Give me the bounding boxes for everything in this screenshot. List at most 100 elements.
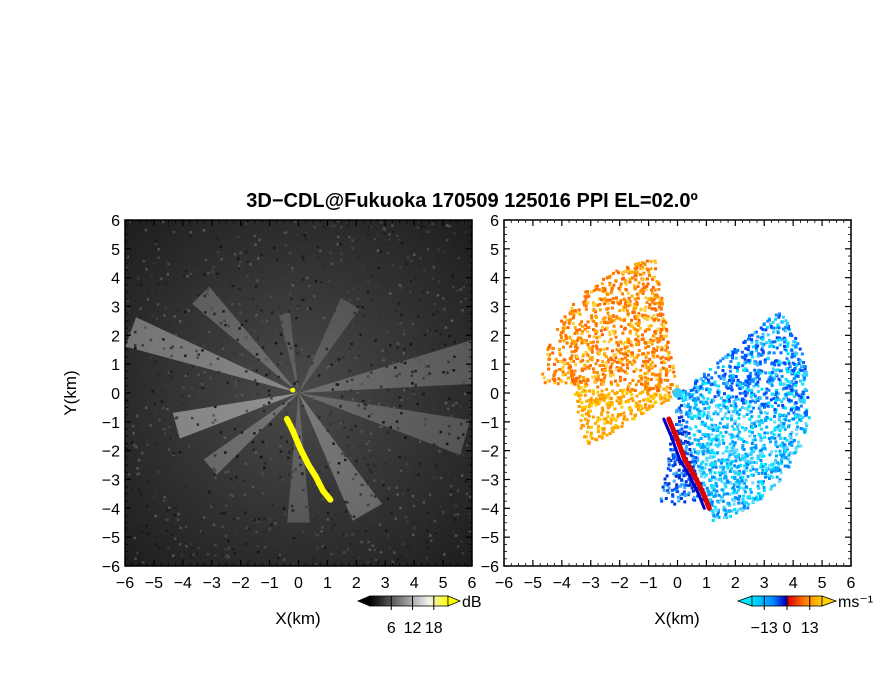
velocity-cell bbox=[666, 350, 670, 354]
velocity-cell bbox=[677, 499, 681, 503]
reflectivity-y-tick-label: −4 bbox=[102, 501, 120, 518]
reflectivity-noise-cell bbox=[439, 430, 442, 434]
velocity-cell bbox=[644, 305, 647, 309]
reflectivity-noise-cell bbox=[344, 359, 348, 363]
reflectivity-noise-cell bbox=[253, 379, 257, 382]
velocity-cell bbox=[724, 476, 728, 480]
velocity-cell bbox=[687, 477, 691, 481]
velocity-cell bbox=[782, 424, 785, 428]
reflectivity-noise-cell bbox=[362, 483, 365, 486]
reflectivity-noise-cell bbox=[219, 245, 222, 248]
velocity-cell bbox=[659, 312, 662, 316]
reflectivity-noise-cell bbox=[132, 432, 135, 435]
velocity-cell bbox=[610, 306, 614, 310]
reflectivity-noise-cell bbox=[432, 476, 436, 480]
reflectivity-noise-cell bbox=[431, 348, 435, 352]
reflectivity-noise-cell bbox=[403, 362, 407, 365]
velocity-cell bbox=[691, 465, 695, 469]
velocity-cell bbox=[793, 346, 797, 350]
velocity-cell bbox=[736, 456, 739, 459]
velocity-cell bbox=[773, 483, 776, 487]
velocity-cell bbox=[681, 483, 685, 487]
reflectivity-noise-cell bbox=[301, 472, 304, 475]
reflectivity-x-tick-label: 1 bbox=[323, 575, 332, 592]
reflectivity-noise-cell bbox=[411, 382, 414, 385]
velocity-cell bbox=[786, 370, 790, 374]
velocity-cell bbox=[795, 364, 799, 367]
velocity-cell bbox=[640, 376, 643, 380]
velocity-cell bbox=[790, 355, 794, 359]
reflectivity-colorbar-tick-label: 6 bbox=[387, 620, 396, 637]
reflectivity-noise-cell bbox=[263, 409, 266, 413]
velocity-cell bbox=[731, 350, 735, 354]
velocity-cell bbox=[612, 373, 615, 377]
reflectivity-noise-cell bbox=[156, 282, 160, 286]
reflectivity-noise-cell bbox=[265, 319, 269, 323]
velocity-cell bbox=[587, 355, 591, 359]
velocity-cell bbox=[659, 331, 662, 335]
velocity-cell bbox=[661, 366, 665, 370]
reflectivity-noise-cell bbox=[262, 404, 266, 407]
reflectivity-noise-cell bbox=[400, 242, 404, 245]
velocity-cell bbox=[709, 442, 713, 446]
velocity-cell bbox=[634, 322, 638, 326]
velocity-cell bbox=[551, 351, 555, 355]
velocity-cell bbox=[753, 362, 757, 365]
velocity-cell bbox=[755, 397, 759, 401]
velocity-cell bbox=[650, 298, 654, 302]
velocity-cell bbox=[799, 400, 803, 404]
velocity-cell bbox=[594, 403, 598, 407]
velocity-cell bbox=[803, 387, 807, 391]
velocity-cell bbox=[741, 475, 745, 479]
reflectivity-noise-cell bbox=[277, 402, 281, 405]
velocity-cell bbox=[592, 319, 596, 323]
velocity-cell bbox=[617, 402, 621, 405]
velocity-x-tick-label: 1 bbox=[702, 575, 711, 592]
velocity-cell bbox=[656, 354, 660, 358]
velocity-cell bbox=[770, 470, 774, 474]
reflectivity-noise-cell bbox=[451, 319, 454, 322]
velocity-cell bbox=[774, 373, 778, 376]
reflectivity-noise-cell bbox=[424, 418, 427, 421]
velocity-cell bbox=[574, 376, 578, 380]
velocity-cell bbox=[698, 465, 702, 469]
velocity-cell bbox=[647, 404, 651, 408]
velocity-cell bbox=[746, 502, 750, 506]
velocity-cell bbox=[707, 445, 711, 449]
reflectivity-noise-cell bbox=[393, 551, 396, 554]
reflectivity-noise-cell bbox=[315, 483, 318, 487]
reflectivity-noise-cell bbox=[376, 234, 379, 237]
reflectivity-noise-cell bbox=[395, 486, 399, 489]
velocity-cell bbox=[595, 284, 599, 288]
velocity-cell bbox=[617, 271, 620, 275]
reflectivity-noise-cell bbox=[285, 440, 288, 443]
velocity-cell bbox=[689, 451, 693, 454]
velocity-cell bbox=[741, 454, 745, 458]
velocity-cell bbox=[601, 333, 604, 337]
velocity-cell bbox=[801, 395, 805, 399]
reflectivity-noise-cell bbox=[243, 493, 247, 496]
velocity-cell bbox=[707, 391, 711, 394]
reflectivity-noise-cell bbox=[127, 483, 130, 486]
velocity-cell bbox=[602, 277, 606, 281]
reflectivity-noise-cell bbox=[450, 484, 453, 488]
velocity-cell bbox=[790, 348, 794, 352]
velocity-cell bbox=[802, 361, 806, 364]
velocity-colorbar-tick-label: −13 bbox=[751, 620, 778, 637]
reflectivity-noise-cell bbox=[296, 352, 299, 355]
velocity-cell bbox=[632, 284, 636, 288]
velocity-cell bbox=[601, 286, 605, 290]
velocity-cell bbox=[740, 479, 744, 483]
velocity-cell bbox=[757, 415, 761, 418]
reflectivity-noise-cell bbox=[379, 385, 383, 388]
reflectivity-noise-cell bbox=[412, 475, 415, 479]
velocity-cell bbox=[793, 413, 797, 417]
reflectivity-noise-cell bbox=[388, 546, 391, 550]
reflectivity-noise-cell bbox=[281, 549, 284, 553]
reflectivity-noise-cell bbox=[311, 524, 315, 527]
reflectivity-noise-cell bbox=[400, 469, 403, 473]
velocity-cell bbox=[750, 449, 754, 453]
velocity-cell bbox=[648, 357, 652, 361]
velocity-cell bbox=[718, 475, 722, 479]
